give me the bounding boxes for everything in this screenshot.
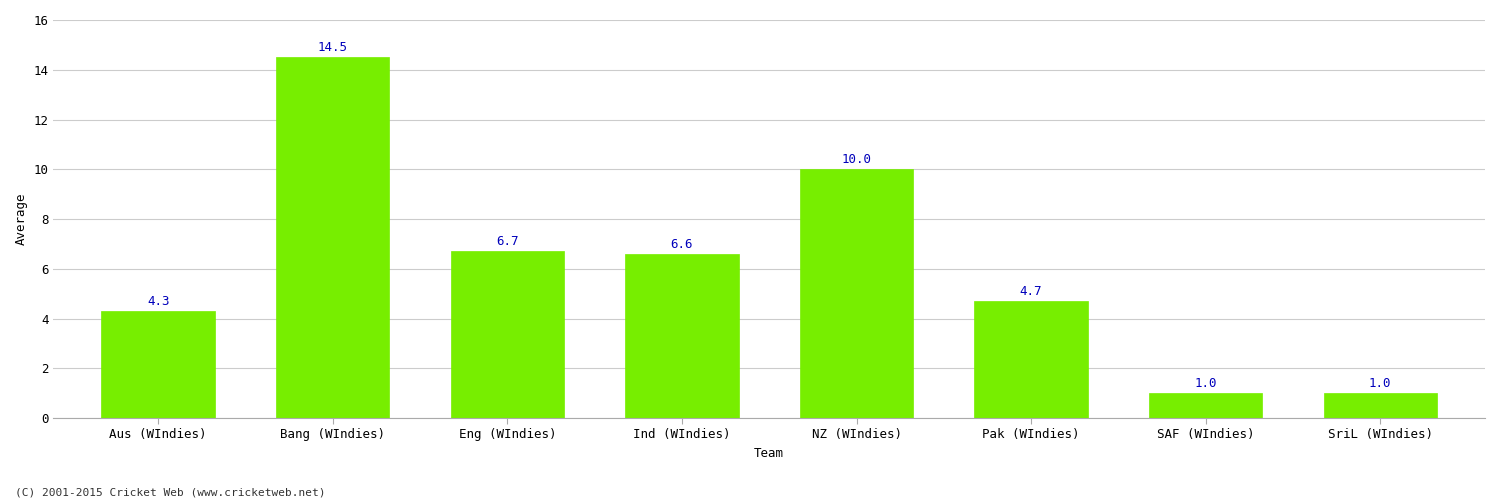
Bar xyxy=(975,301,1088,418)
Text: (C) 2001-2015 Cricket Web (www.cricketweb.net): (C) 2001-2015 Cricket Web (www.cricketwe… xyxy=(15,488,326,498)
Text: 6.6: 6.6 xyxy=(670,238,693,251)
X-axis label: Team: Team xyxy=(754,447,784,460)
Text: 1.0: 1.0 xyxy=(1194,377,1216,390)
Text: 10.0: 10.0 xyxy=(842,154,872,166)
Y-axis label: Average: Average xyxy=(15,193,28,246)
Bar xyxy=(102,311,214,418)
Bar xyxy=(626,254,738,418)
Bar xyxy=(800,170,913,418)
Text: 4.7: 4.7 xyxy=(1020,285,1042,298)
Text: 6.7: 6.7 xyxy=(496,236,519,248)
Bar xyxy=(276,58,390,418)
Bar xyxy=(450,252,564,418)
Bar xyxy=(1149,393,1263,418)
Text: 14.5: 14.5 xyxy=(318,42,348,54)
Text: 1.0: 1.0 xyxy=(1370,377,1392,390)
Text: 4.3: 4.3 xyxy=(147,295,170,308)
Bar xyxy=(1323,393,1437,418)
